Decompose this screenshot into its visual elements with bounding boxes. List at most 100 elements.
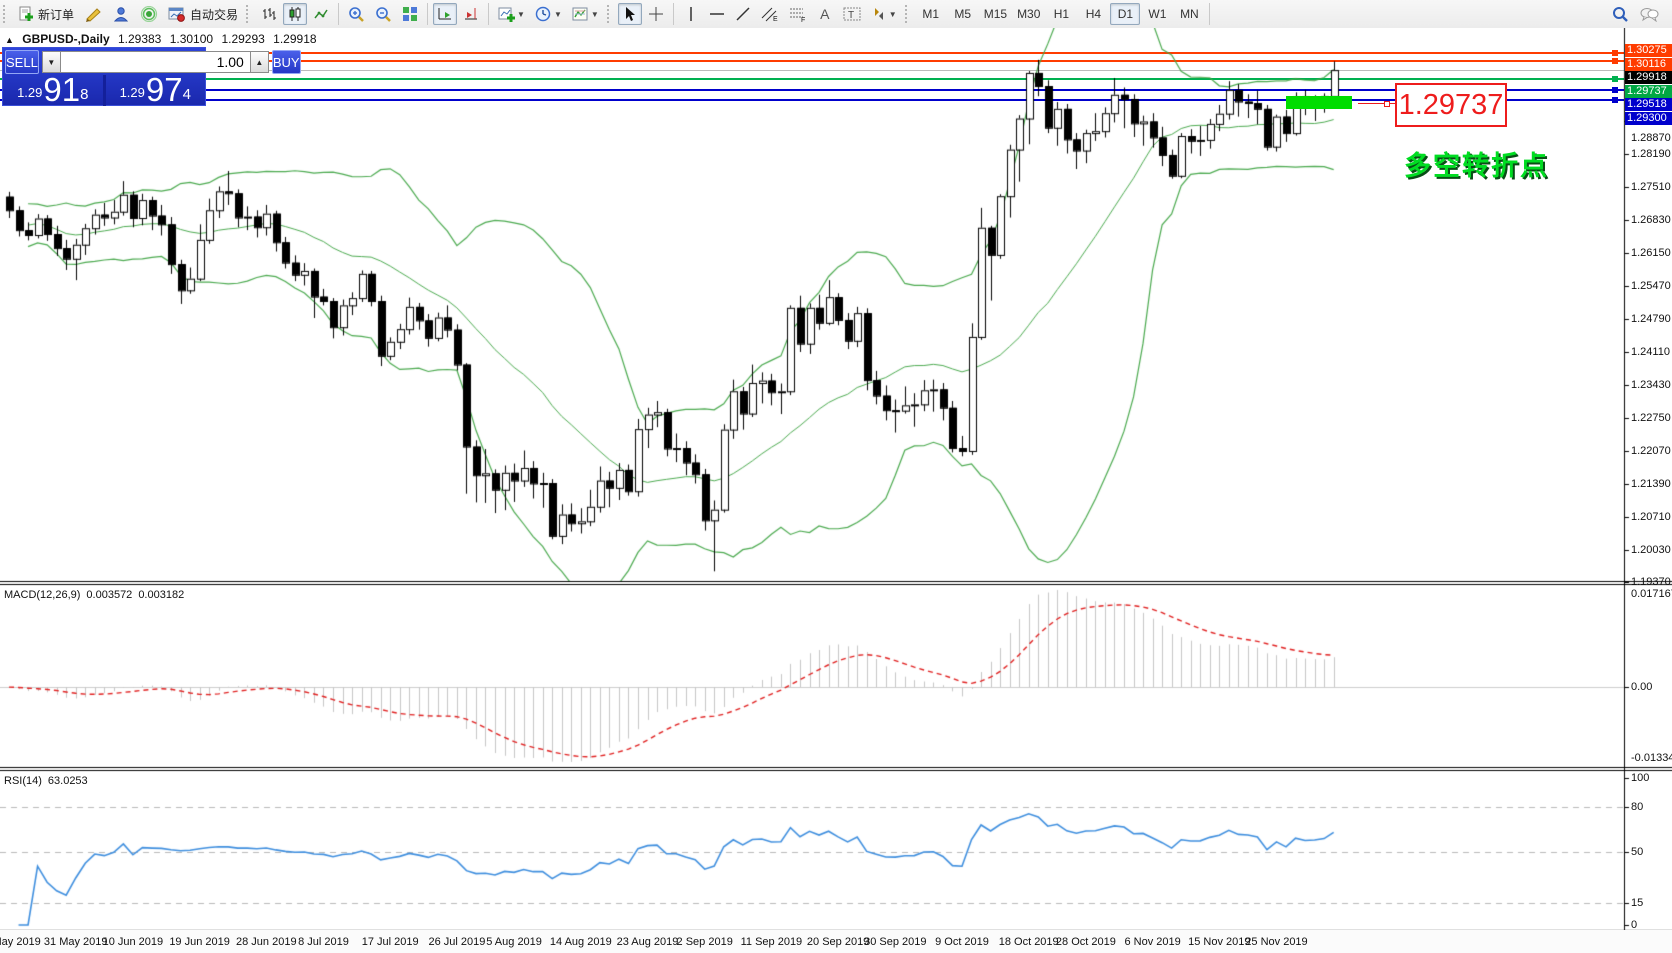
timeframe-group: M1 M5 M15 M30 H1 H4 D1 W1 MN (915, 0, 1206, 28)
equidistant-channel-icon: E (761, 6, 779, 22)
chat-button[interactable] (1635, 3, 1663, 25)
date-label: 15 Nov 2019 (1188, 936, 1251, 948)
main-toolbar: 新订单 自动交易 (0, 0, 1672, 29)
green-highlight-rectangle[interactable] (1286, 96, 1352, 109)
zoom-in-button[interactable] (344, 3, 369, 25)
volume-decrease-button[interactable]: ▼ (41, 51, 61, 73)
date-label: 11 Sep 2019 (740, 936, 803, 948)
chart-canvas[interactable] (0, 28, 1672, 953)
date-label: 31 May 2019 (43, 936, 108, 948)
sell-price-display[interactable]: 1.29 91 8 (3, 71, 103, 108)
chat-icon (1639, 6, 1659, 22)
chart-shift-icon (463, 6, 479, 22)
arrows-dropdown-caret[interactable]: ▼ (888, 9, 897, 19)
date-label: 2 Sep 2019 (676, 936, 733, 948)
horizontal-line-button[interactable] (705, 3, 729, 25)
search-icon (1612, 6, 1629, 23)
buy-price-sup: 4 (182, 86, 191, 103)
vertical-line-icon (684, 6, 698, 22)
equidistant-channel-button[interactable]: E (757, 3, 783, 25)
collapse-triangle-icon[interactable]: ▲ (5, 35, 14, 45)
timeframe-d1[interactable]: D1 (1110, 3, 1141, 25)
timeframe-m15[interactable]: M15 (983, 7, 1008, 21)
sell-button[interactable]: SELL (5, 50, 39, 74)
indicators-dropdown-caret[interactable]: ▼ (517, 9, 525, 19)
periods-button[interactable]: ▼ (531, 3, 566, 25)
toolbar-drag-handle[interactable] (904, 5, 912, 23)
tile-windows-icon (402, 6, 418, 22)
toolbar-drag-handle[interactable] (3, 5, 10, 23)
search-button[interactable] (1608, 3, 1633, 25)
price-callout-box[interactable]: 1.29737 (1395, 83, 1507, 127)
templates-button[interactable]: ▼ (568, 3, 603, 25)
crosshair-button[interactable] (644, 3, 668, 25)
turning-point-annotation[interactable]: 多空转折点 (1404, 151, 1549, 181)
timeframe-m5[interactable]: M5 (954, 7, 972, 21)
callout-anchor-handle[interactable] (1384, 101, 1390, 107)
templates-dropdown-caret[interactable]: ▼ (590, 9, 599, 19)
text-label-icon: T (843, 6, 861, 22)
macd-value-2: 0.003182 (138, 589, 185, 601)
candlestick-chart-button[interactable] (283, 3, 308, 25)
buy-price-display[interactable]: 1.29 97 4 (106, 71, 206, 108)
date-label: 20 Sep 2019 (806, 936, 870, 948)
open-value: 1.29383 (117, 32, 162, 46)
text-button[interactable]: A (813, 3, 837, 25)
rsi-value: 63.0253 (47, 775, 88, 787)
timeframe-m1[interactable]: M1 (922, 7, 940, 21)
volume-input[interactable] (60, 51, 250, 73)
zoom-out-button[interactable] (371, 3, 396, 25)
periods-clock-icon (535, 6, 552, 23)
date-label: 26 Jul 2019 (428, 936, 486, 948)
auto-scroll-button[interactable] (433, 3, 458, 25)
chart-window: 1.30275 1.30116 1.29918 1.29737 1.29518 1.293… (0, 28, 1672, 953)
sell-price-small: 1.29 (17, 85, 43, 100)
bar-chart-button[interactable] (257, 3, 281, 25)
svg-text:E: E (773, 16, 778, 22)
cursor-icon (623, 6, 637, 22)
zoom-in-icon (348, 6, 365, 23)
new-order-icon (18, 6, 34, 22)
new-order-button[interactable]: 新订单 (14, 3, 78, 25)
sell-price-sup: 8 (80, 86, 89, 103)
timeframe-m30[interactable]: M30 (1017, 7, 1041, 21)
tile-windows-button[interactable] (398, 3, 422, 25)
toolbar-drag-handle[interactable] (246, 5, 253, 23)
periods-dropdown-caret[interactable]: ▼ (553, 9, 562, 19)
line-chart-button[interactable] (309, 3, 333, 25)
horizontal-line-icon (709, 7, 725, 21)
sell-price-big: 91 (43, 71, 81, 108)
text-label-button[interactable]: T (839, 3, 865, 25)
community-button[interactable] (108, 3, 134, 25)
crosshair-icon (648, 6, 664, 22)
indicators-button[interactable]: ▼ (494, 3, 529, 25)
signals-button[interactable] (136, 3, 162, 25)
callout-connector-line (1358, 103, 1395, 104)
new-order-label: 新订单 (38, 7, 75, 22)
autotrading-button[interactable]: 自动交易 (164, 3, 242, 25)
indicators-icon (498, 6, 516, 22)
metaeditor-button[interactable] (80, 3, 106, 25)
volume-increase-button[interactable]: ▲ (249, 51, 269, 73)
cursor-button[interactable] (617, 3, 642, 25)
macd-indicator-label: MACD(12,26,9) 0.003572 0.003182 (4, 589, 190, 601)
timeframe-h1[interactable]: H1 (1053, 7, 1070, 21)
chart-shift-button[interactable] (459, 3, 483, 25)
date-label: 22 May 2019 (0, 936, 41, 948)
buy-price-big: 97 (145, 71, 183, 108)
arrows-button[interactable]: ▼ (867, 3, 901, 25)
buy-button[interactable]: BUY (271, 50, 301, 74)
fibonacci-button[interactable]: F (785, 3, 811, 25)
arrows-icon (871, 6, 887, 22)
text-icon: A (820, 6, 830, 22)
timeframe-w1[interactable]: W1 (1148, 7, 1167, 21)
timeframe-mn[interactable]: MN (1180, 7, 1199, 21)
vertical-line-button[interactable] (679, 3, 703, 25)
timeframe-h4[interactable]: H4 (1085, 7, 1102, 21)
date-label: 30 Sep 2019 (864, 936, 927, 948)
templates-icon (572, 6, 589, 22)
trendline-button[interactable] (731, 3, 755, 25)
toolbar-drag-handle[interactable] (606, 5, 614, 23)
date-label: 28 Oct 2019 (1055, 936, 1116, 948)
